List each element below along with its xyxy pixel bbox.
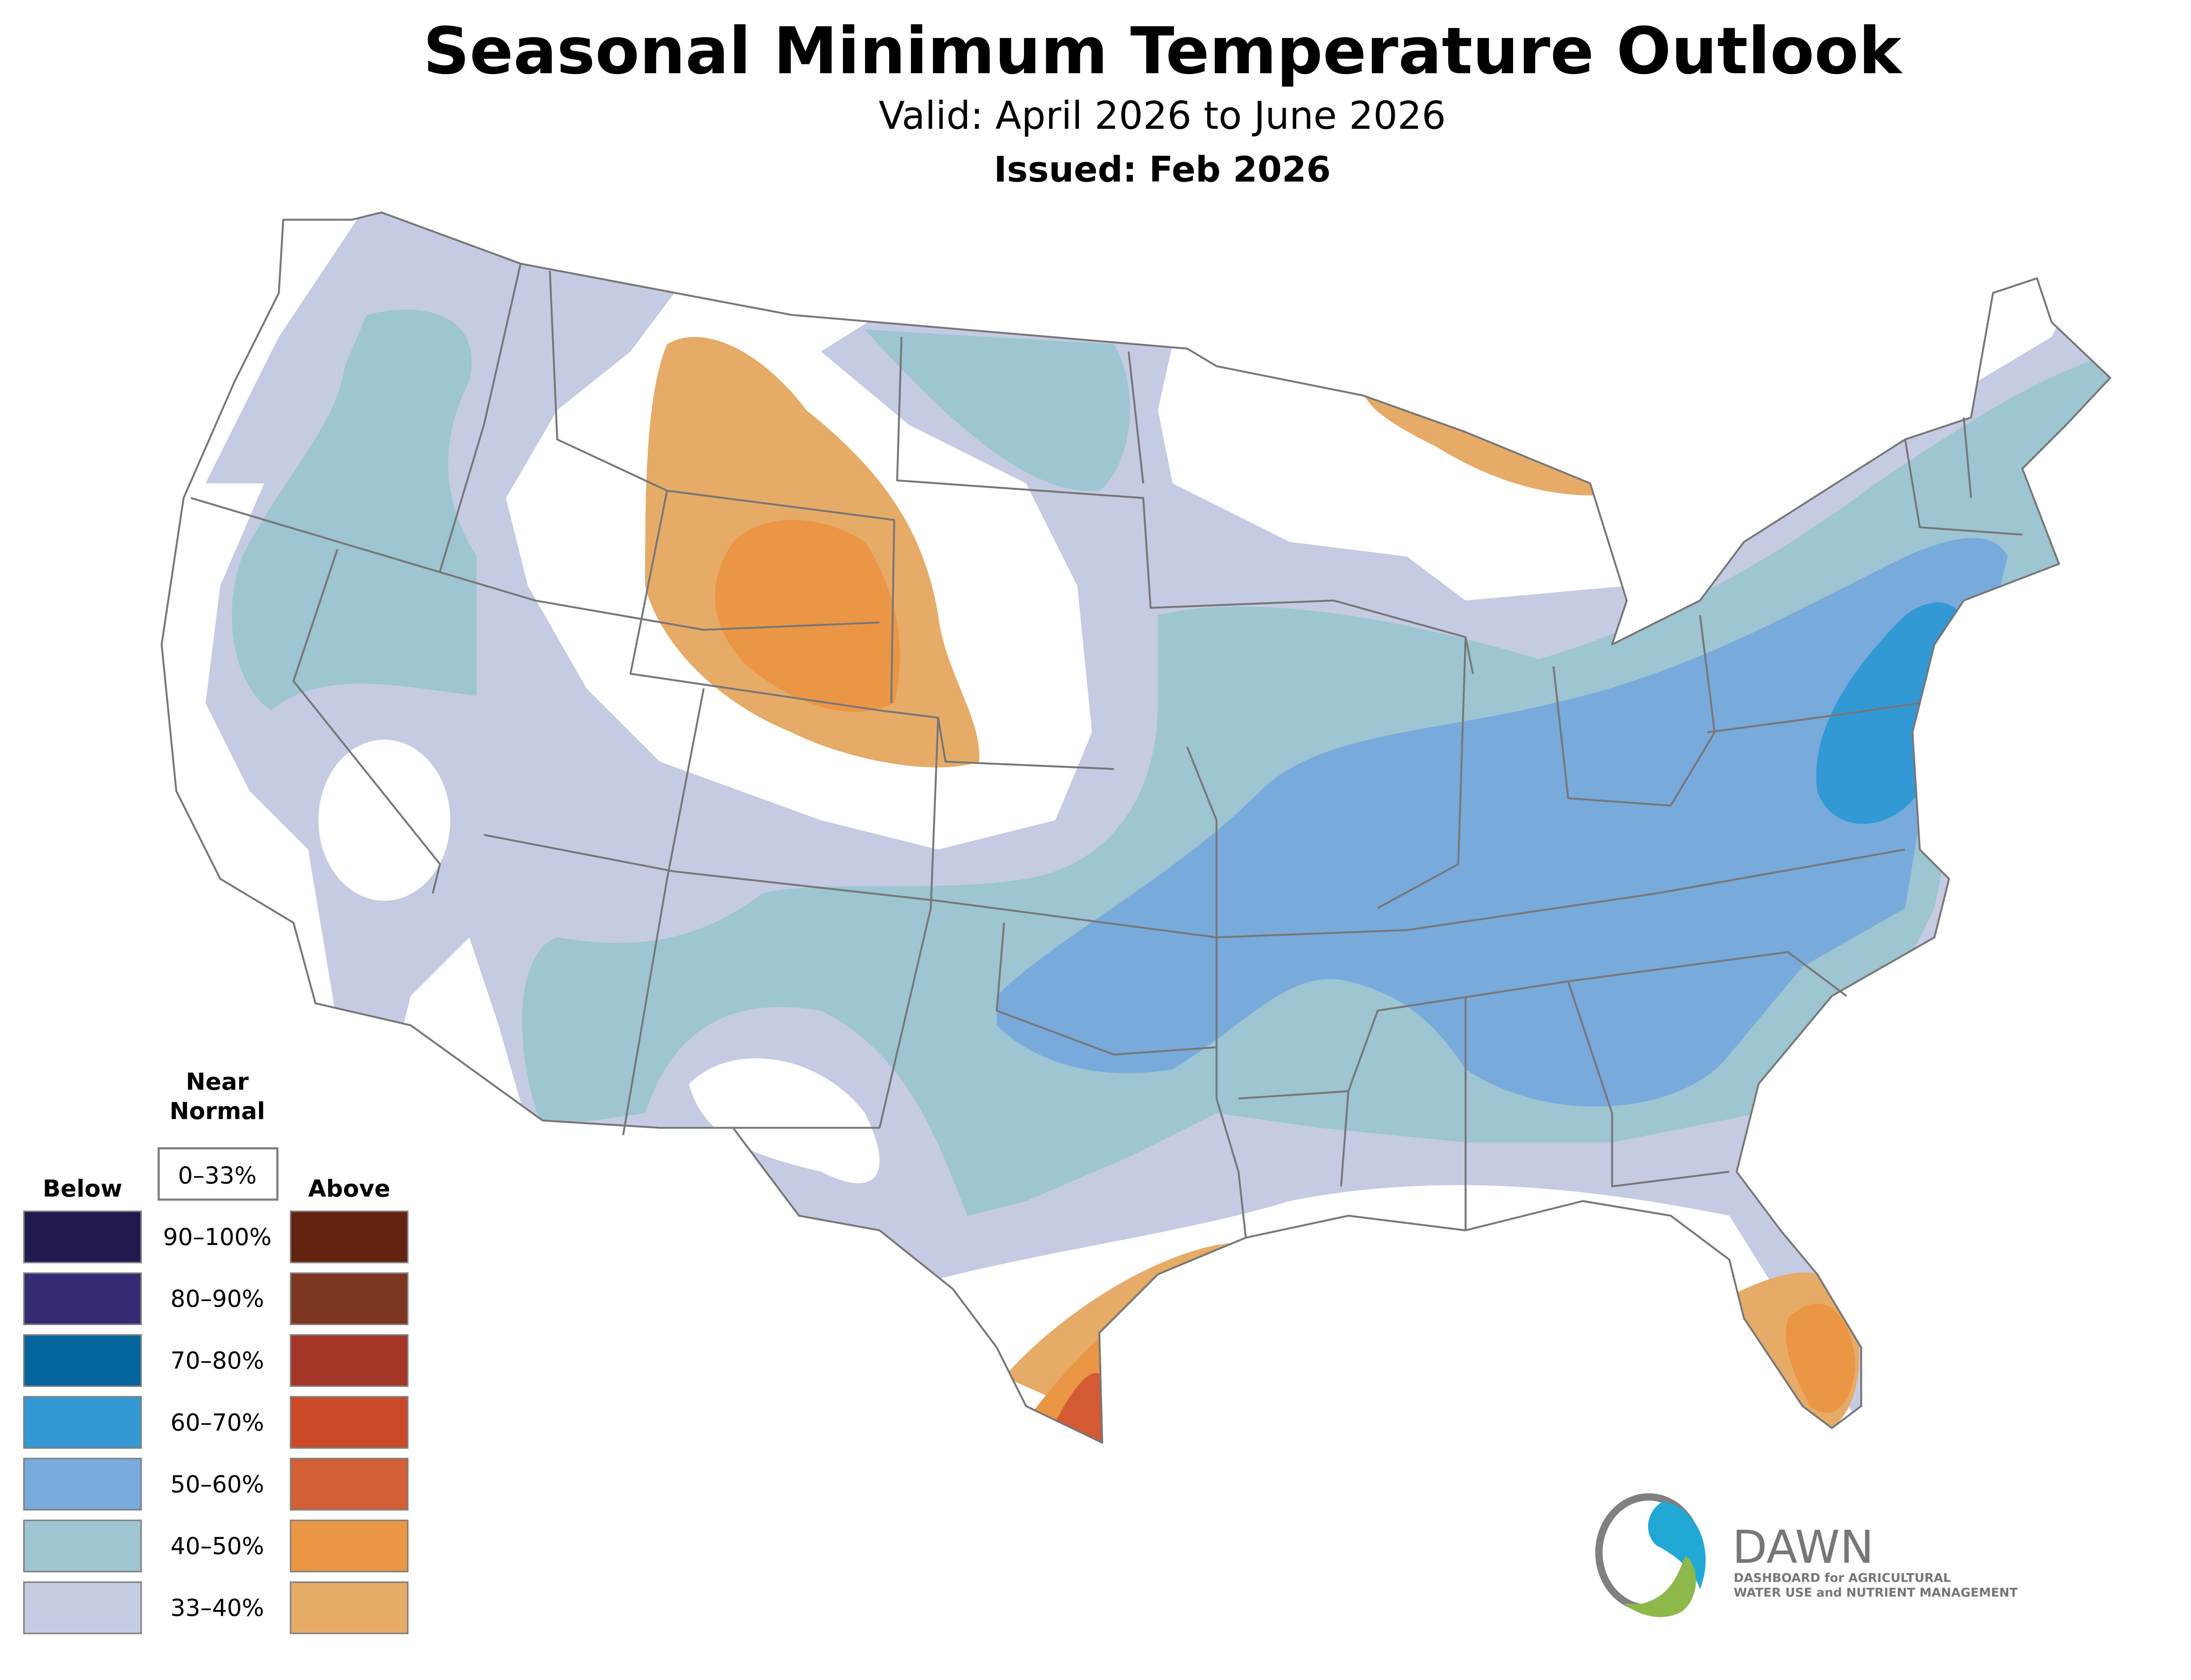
legend-above-swatch <box>290 1210 409 1263</box>
us-map <box>161 212 2110 1443</box>
legend-near-normal-title-2: Normal <box>170 1097 265 1125</box>
legend-above-swatch <box>290 1334 409 1387</box>
legend-range-label: 80–90% <box>170 1285 264 1312</box>
map-title: Seasonal Minimum Temperature Outlook <box>423 13 1903 88</box>
legend-range-label: 33–40% <box>170 1594 264 1622</box>
legend-below-swatch <box>23 1210 142 1263</box>
logo-leaf <box>1624 1555 1696 1617</box>
legend-below-swatch <box>23 1581 142 1634</box>
legend-above-swatch <box>290 1272 409 1325</box>
legend-near-normal-swatch <box>157 1147 279 1201</box>
region-below-50-60 <box>996 538 2008 1107</box>
region-below-60-70 <box>1816 602 1964 824</box>
legend-above-swatch <box>290 1457 409 1511</box>
legend-below-swatch <box>23 1519 142 1573</box>
legend-near-normal-title: Near <box>186 1068 249 1096</box>
legend-below-swatch <box>23 1334 142 1387</box>
legend-below-swatch <box>23 1457 142 1511</box>
legend-below-header: Below <box>43 1175 123 1203</box>
legend-above-swatch <box>290 1581 409 1634</box>
legend-below-swatch <box>23 1272 142 1325</box>
valid-period: Valid: April 2026 to June 2026 <box>879 93 1446 138</box>
legend-above-swatch <box>290 1396 409 1449</box>
legend-above-swatch <box>290 1519 409 1573</box>
legend-range-label: 50–60% <box>170 1470 264 1498</box>
state-boundaries <box>191 263 2023 1238</box>
legend-range-label: 70–80% <box>170 1347 264 1374</box>
legend-near-normal-range: 0–33% <box>178 1162 257 1189</box>
logo-name: DAWN <box>1732 1521 1874 1574</box>
legend-range-label: 90–100% <box>163 1223 272 1251</box>
dawn-logo: DAWN DASHBOARD for AGRICULTURAL WATER US… <box>1595 1493 2018 1617</box>
legend-above-header: Above <box>308 1175 390 1203</box>
legend-range-label: 60–70% <box>170 1408 264 1436</box>
logo-tagline-1: DASHBOARD for AGRICULTURAL <box>1734 1570 1951 1585</box>
issued-date: Issued: Feb 2026 <box>994 149 1331 190</box>
legend-range-label: 40–50% <box>170 1532 264 1560</box>
logo-tagline-2: WATER USE and NUTRIENT MANAGEMENT <box>1734 1585 2017 1599</box>
legend-below-swatch <box>23 1396 142 1449</box>
legend: Near Normal 0–33% Below Above 90–100% 80–… <box>23 1068 409 1634</box>
